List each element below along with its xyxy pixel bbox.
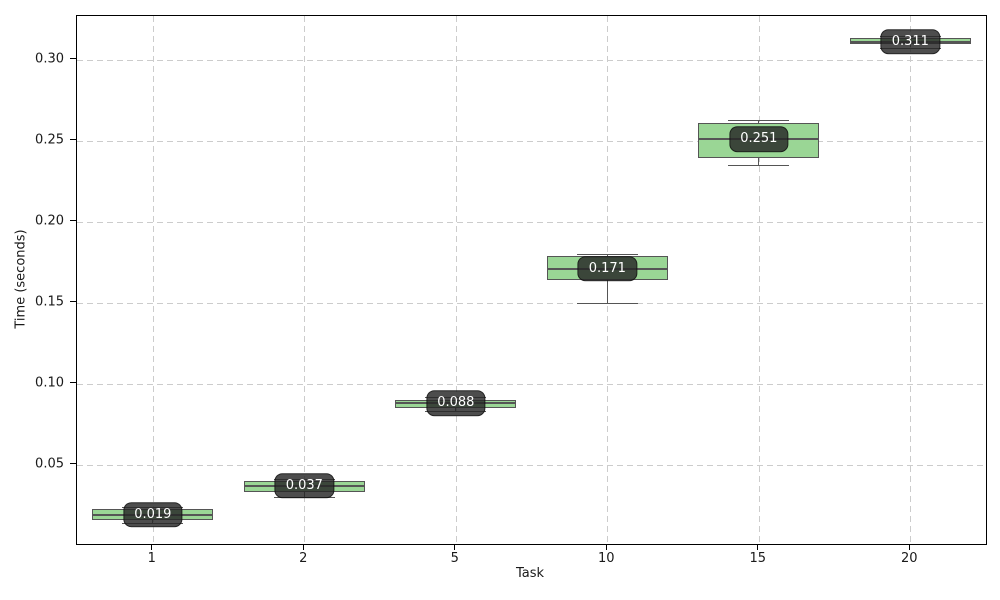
value-badge: 0.088	[426, 390, 486, 416]
gridline-vertical	[455, 16, 457, 544]
gridline-horizontal	[77, 140, 986, 142]
y-tick-mark	[70, 382, 76, 384]
y-tick-mark	[70, 139, 76, 141]
plot-area: 0.019 0.037 0.088 0.171 0.251 0.311	[76, 15, 987, 545]
y-tick-label: 0.15	[35, 294, 64, 310]
gridline-vertical	[910, 16, 912, 544]
x-tick-label: 15	[749, 551, 767, 566]
x-tick-label: 20	[901, 551, 918, 566]
x-tick-mark	[151, 544, 153, 550]
gridline-horizontal	[77, 59, 986, 61]
x-tick-mark	[908, 544, 910, 550]
gridline-vertical	[758, 16, 760, 544]
value-badge: 0.037	[274, 472, 334, 499]
box-whisker-cap	[728, 119, 790, 121]
y-tick-label: 0.20	[35, 213, 64, 229]
gridline-horizontal	[77, 464, 986, 466]
box-whisker-cap	[576, 302, 638, 304]
x-tick-label: 1	[147, 551, 156, 566]
gridline-horizontal	[77, 302, 986, 304]
y-tick-mark	[70, 58, 76, 60]
x-tick-label: 5	[450, 551, 459, 566]
x-tick-mark	[605, 544, 607, 550]
box-whisker-cap	[728, 165, 790, 167]
value-badge: 0.171	[577, 255, 637, 282]
y-tick-label: 0.10	[35, 375, 64, 391]
value-badge: 0.311	[880, 29, 940, 55]
gridline-vertical	[152, 16, 154, 544]
x-tick-mark	[302, 544, 304, 550]
x-tick-label: 2	[299, 551, 308, 566]
x-tick-mark	[454, 544, 456, 550]
y-tick-label: 0.30	[35, 51, 64, 67]
box-whisker-cap	[576, 254, 638, 256]
gridline-horizontal	[77, 383, 986, 385]
gridline-horizontal	[77, 221, 986, 223]
x-tick-mark	[757, 544, 759, 550]
y-axis-label: Time (seconds)	[13, 229, 29, 329]
y-tick-mark	[70, 463, 76, 465]
gridline-vertical	[304, 16, 306, 544]
x-axis-label: Task	[515, 566, 545, 581]
y-tick-label: 0.25	[35, 132, 64, 148]
x-tick-label: 10	[598, 551, 615, 566]
value-badge: 0.019	[123, 502, 183, 528]
y-tick-label: 0.05	[35, 456, 64, 472]
value-badge: 0.251	[729, 126, 789, 152]
y-tick-mark	[70, 301, 76, 303]
y-tick-mark	[70, 220, 76, 222]
